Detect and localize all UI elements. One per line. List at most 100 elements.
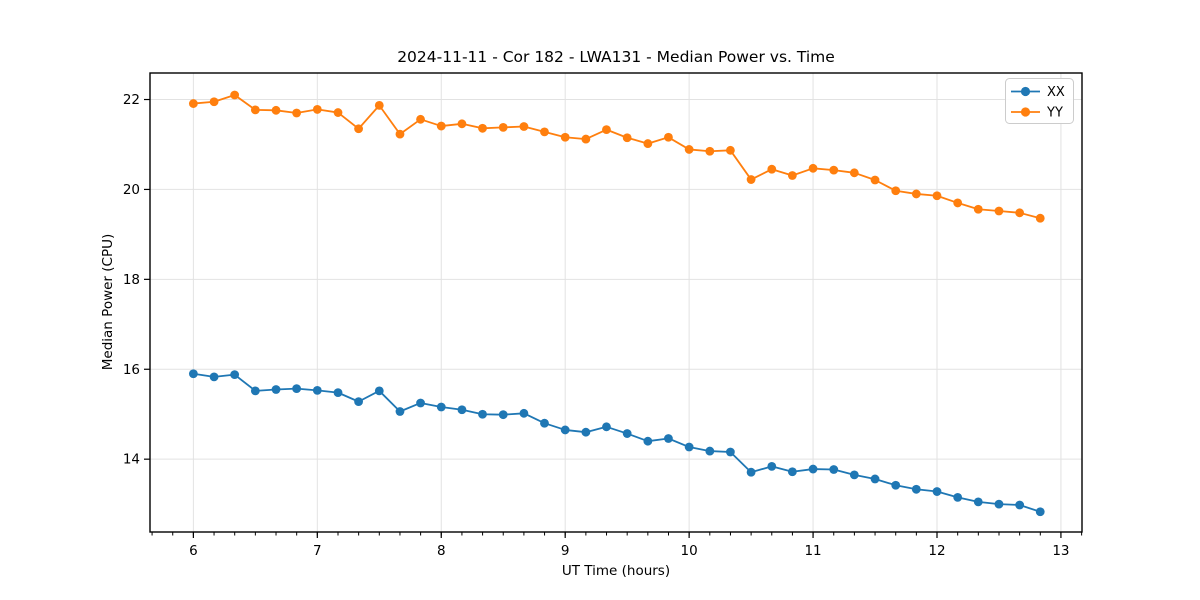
data-point-xx	[725, 447, 735, 457]
data-point-xx	[395, 407, 405, 416]
data-point-xx	[540, 418, 549, 428]
data-point-xx	[416, 398, 425, 408]
plot-frame	[149, 72, 1083, 533]
data-point-xx	[312, 385, 322, 395]
data-point-xx	[374, 386, 384, 396]
data-point-xx	[230, 370, 240, 380]
data-point-xx	[953, 492, 963, 502]
data-point-yy	[622, 133, 632, 143]
data-point-xx	[354, 397, 363, 407]
data-point-xx	[602, 422, 611, 432]
data-point-yy	[1015, 208, 1025, 218]
axes-spines	[149, 72, 1083, 533]
data-point-xx	[932, 487, 942, 496]
data-point-yy	[1035, 213, 1045, 223]
data-point-yy	[870, 175, 880, 185]
data-point-xx	[250, 386, 260, 396]
data-point-xx	[684, 442, 694, 452]
data-point-yy	[705, 146, 715, 156]
data-point-xx	[1015, 500, 1025, 510]
data-point-xx	[1035, 507, 1045, 517]
data-point-yy	[333, 108, 343, 117]
series-line-yy	[192, 94, 1042, 220]
data-point-xx	[664, 434, 673, 443]
data-point-xx	[436, 402, 446, 412]
data-point-yy	[478, 123, 487, 133]
data-point-yy	[746, 175, 756, 184]
data-point-xx	[911, 484, 921, 494]
y-tick-label: 14	[123, 452, 140, 468]
data-point-yy	[581, 134, 591, 144]
data-point-xx	[457, 405, 467, 415]
data-point-yy	[436, 121, 446, 131]
data-point-yy	[849, 168, 859, 178]
legend-label-yy: YY	[1046, 106, 1063, 121]
legend: XX YY	[1005, 78, 1074, 124]
data-point-yy	[230, 90, 240, 100]
data-point-yy	[664, 132, 673, 142]
axis-ticks	[144, 98, 1083, 538]
grid-lines	[150, 73, 1082, 532]
data-point-xx	[292, 384, 302, 393]
x-tick-label: 9	[561, 543, 570, 559]
data-point-xx	[994, 499, 1004, 509]
x-tick-label: 7	[313, 543, 322, 559]
data-point-xx	[498, 410, 508, 420]
x-tick-label: 10	[681, 543, 698, 559]
data-point-yy	[953, 198, 963, 208]
data-point-yy	[540, 127, 549, 137]
x-tick-label: 6	[189, 543, 198, 559]
y-tick-label: 18	[123, 272, 140, 288]
y-axis-label: Median Power (CPU)	[100, 234, 116, 370]
data-point-yy	[416, 114, 425, 124]
legend-marker-yy	[1020, 107, 1031, 117]
data-point-yy	[498, 122, 508, 132]
data-point-xx	[849, 470, 859, 480]
data-point-xx	[581, 427, 591, 437]
data-point-xx	[787, 467, 797, 477]
legend-label-xx: XX	[1047, 85, 1065, 100]
data-point-xx	[519, 408, 529, 418]
data-point-yy	[684, 145, 694, 154]
data-point-yy	[602, 125, 611, 135]
data-point-yy	[209, 97, 219, 107]
legend-marker-xx	[1020, 86, 1031, 97]
x-tick-label: 11	[804, 543, 821, 559]
data-point-yy	[292, 108, 302, 118]
data-point-yy	[457, 119, 467, 129]
data-point-yy	[395, 129, 405, 139]
x-tick-label: 13	[1052, 543, 1069, 559]
data-point-xx	[829, 465, 839, 474]
chart-title: 2024-11-11 - Cor 182 - LWA131 - Median P…	[397, 48, 835, 66]
data-point-yy	[271, 105, 281, 115]
data-point-xx	[271, 385, 281, 394]
x-tick-label: 12	[928, 543, 945, 559]
data-point-xx	[333, 388, 343, 398]
data-point-yy	[643, 139, 653, 148]
y-tick-label: 16	[123, 362, 140, 378]
data-point-yy	[932, 191, 942, 201]
data-point-xx	[560, 425, 570, 435]
data-point-xx	[973, 497, 983, 507]
data-point-yy	[911, 189, 921, 199]
series-yy	[188, 90, 1045, 223]
data-point-yy	[188, 99, 198, 108]
data-point-xx	[808, 464, 818, 474]
data-point-yy	[519, 122, 529, 131]
data-point-yy	[312, 105, 322, 114]
x-axis-label: UT Time (hours)	[562, 563, 670, 579]
data-point-yy	[829, 165, 839, 175]
data-series	[188, 90, 1045, 517]
data-point-yy	[891, 186, 901, 196]
data-point-xx	[746, 467, 756, 477]
tick-labels: 6 7 8 9 10 11 12 13 14 16 18 20 22	[123, 92, 1070, 559]
data-point-xx	[643, 436, 653, 446]
data-point-yy	[354, 124, 363, 134]
y-tick-label: 22	[123, 92, 140, 108]
data-point-xx	[767, 461, 777, 471]
data-point-xx	[891, 480, 901, 490]
data-point-yy	[374, 100, 384, 110]
